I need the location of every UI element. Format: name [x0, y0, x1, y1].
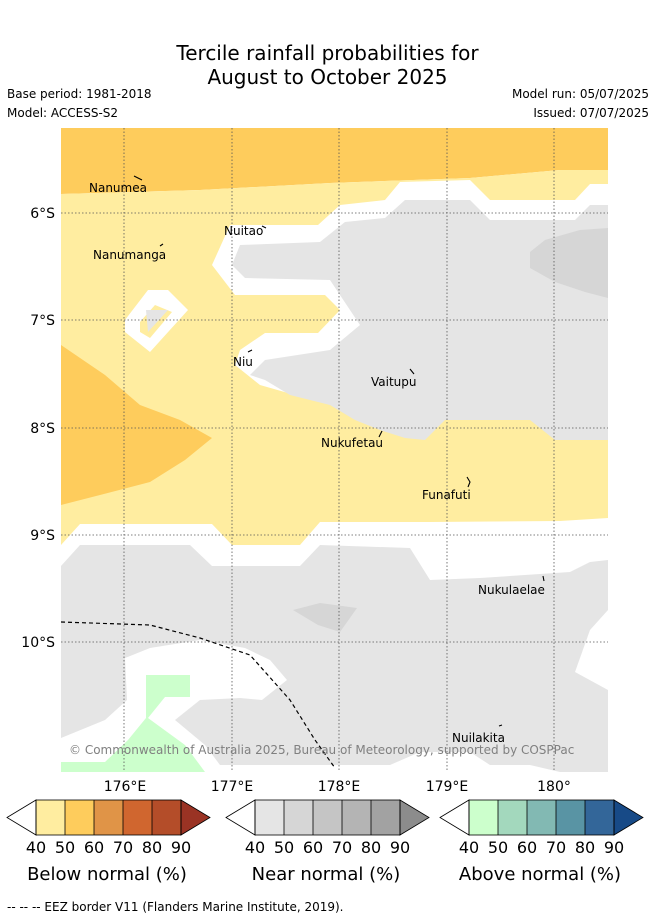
- island-nuilakita: [498, 724, 503, 727]
- below-40-area: [61, 170, 608, 545]
- graticule: [61, 128, 608, 772]
- colorbar-segment: [313, 800, 342, 835]
- colorbar-below-normal: 40 50 60 70 80 90: [6, 799, 211, 857]
- below-50-top-band: [61, 128, 608, 194]
- colorbar-segment: [527, 800, 556, 835]
- island-nanumea: [133, 175, 143, 181]
- issued-date: Issued: 07/07/2025: [533, 106, 649, 120]
- colorbar-segment: [371, 800, 400, 835]
- lon-label-180: 180°: [537, 779, 571, 795]
- island-niu: [247, 349, 253, 353]
- lon-label-179e: 179°E: [426, 779, 469, 795]
- colorbar-extend-low: [225, 799, 256, 836]
- colorbar-segment: [65, 800, 94, 835]
- probability-field: [61, 128, 608, 772]
- colorbar-near-normal: 40 50 60 70 80 90: [225, 799, 430, 857]
- place-label-niu: Niu: [233, 355, 253, 369]
- near-50-east-patch: [530, 228, 608, 298]
- colorbar-tick-label: 90: [604, 838, 624, 857]
- lon-label-176e: 176°E: [104, 779, 147, 795]
- lon-label-178e: 178°E: [318, 779, 361, 795]
- colorbar-segment: [284, 800, 313, 835]
- colorbar-segment: [36, 800, 65, 835]
- colorbar-segment: [585, 800, 614, 835]
- eez-footnote: -- -- -- EEZ border V11 (Flanders Marine…: [7, 900, 344, 914]
- colorbar-segment: [94, 800, 123, 835]
- model-run: Model run: 05/07/2025: [511, 87, 649, 101]
- colorbar-tick-label: 80: [142, 838, 162, 857]
- near-40-south: [61, 545, 608, 772]
- colorbar-tick-label: 80: [361, 838, 381, 857]
- colorbar-extend-high: [180, 799, 211, 836]
- colorbar-tick-label: 70: [332, 838, 352, 857]
- title-line1: Tercile rainfall probabilities for: [176, 41, 479, 65]
- colorbar-extend-high: [613, 799, 644, 836]
- colorbar-tick-label: 50: [55, 838, 75, 857]
- colorbar-extend-low: [439, 799, 470, 836]
- colorbar-tick-label: 80: [575, 838, 595, 857]
- colorbar-label-below: Below normal (%): [27, 864, 187, 885]
- colorbar-tick-label: 40: [459, 838, 479, 857]
- place-label-nukufetau: Nukufetau: [321, 436, 383, 450]
- copyright-notice: © Commonwealth of Australia 2025, Bureau…: [69, 743, 574, 757]
- title-line2: August to October 2025: [207, 65, 448, 89]
- colorbar-segment: [556, 800, 585, 835]
- colorbar-tick-label: 60: [84, 838, 104, 857]
- ring-center: [146, 310, 168, 332]
- island-nukufetau: [378, 430, 383, 438]
- colorbar-tick-label: 40: [245, 838, 265, 857]
- near-40-central: [232, 200, 608, 440]
- colorbar-segment: [342, 800, 371, 835]
- place-label-nuitao: Nuitao: [224, 224, 263, 238]
- colorbar-tick-label: 50: [488, 838, 508, 857]
- colorbar-segment: [152, 800, 181, 835]
- below-50-west-wedge: [61, 345, 212, 505]
- base-period: Base period: 1981-2018: [7, 87, 152, 101]
- colorbar-above-normal: 40 50 60 70 80 90: [439, 799, 644, 857]
- island-nanumanga: [159, 243, 164, 247]
- place-label-nanumanga: Nanumanga: [93, 248, 166, 262]
- lat-label-9s: 9°S: [30, 528, 55, 544]
- island-nukulaelae: [542, 575, 545, 582]
- lon-label-177e: 177°E: [211, 779, 254, 795]
- model-name: Model: ACCESS-S2: [7, 106, 119, 120]
- colorbar-extend-high: [399, 799, 430, 836]
- island-vaitupu: [409, 368, 415, 375]
- colorbar-tick-label: 90: [171, 838, 191, 857]
- lat-label-7s: 7°S: [30, 313, 55, 329]
- colorbar-tick-label: 50: [274, 838, 294, 857]
- place-label-nukulaelae: Nukulaelae: [478, 583, 545, 597]
- colorbar-label-near: Near normal (%): [251, 864, 401, 885]
- place-label-funafuti: Funafuti: [422, 488, 471, 502]
- colorbar-segment: [469, 800, 498, 835]
- above-40-patch: [61, 675, 205, 772]
- lat-label-10s: 10°S: [21, 635, 55, 651]
- island-nuitao: [261, 225, 267, 229]
- islands: [133, 175, 545, 727]
- colorbar-tick-label: 90: [390, 838, 410, 857]
- colorbar-tick-label: 60: [517, 838, 537, 857]
- place-label-nuilakita: Nuilakita: [452, 731, 505, 745]
- colorbar-tick-label: 60: [303, 838, 323, 857]
- colorbar-tick-label: 70: [113, 838, 133, 857]
- lat-label-6s: 6°S: [30, 206, 55, 222]
- place-label-nanumea: Nanumea: [89, 181, 147, 195]
- white-gap-south: [61, 640, 560, 772]
- colorbar-segment: [123, 800, 152, 835]
- colorbar-label-above: Above normal (%): [458, 864, 622, 885]
- island-funafuti: [466, 476, 471, 488]
- colorbar-extend-low: [6, 799, 37, 836]
- near-50-south-patch: [293, 603, 357, 632]
- colorbar-tick-label: 70: [546, 838, 566, 857]
- colorbar-segment: [498, 800, 527, 835]
- colorbar-segment: [255, 800, 284, 835]
- colorbar-tick-label: 40: [26, 838, 46, 857]
- lat-label-8s: 8°S: [30, 421, 55, 437]
- place-label-vaitupu: Vaitupu: [371, 375, 417, 389]
